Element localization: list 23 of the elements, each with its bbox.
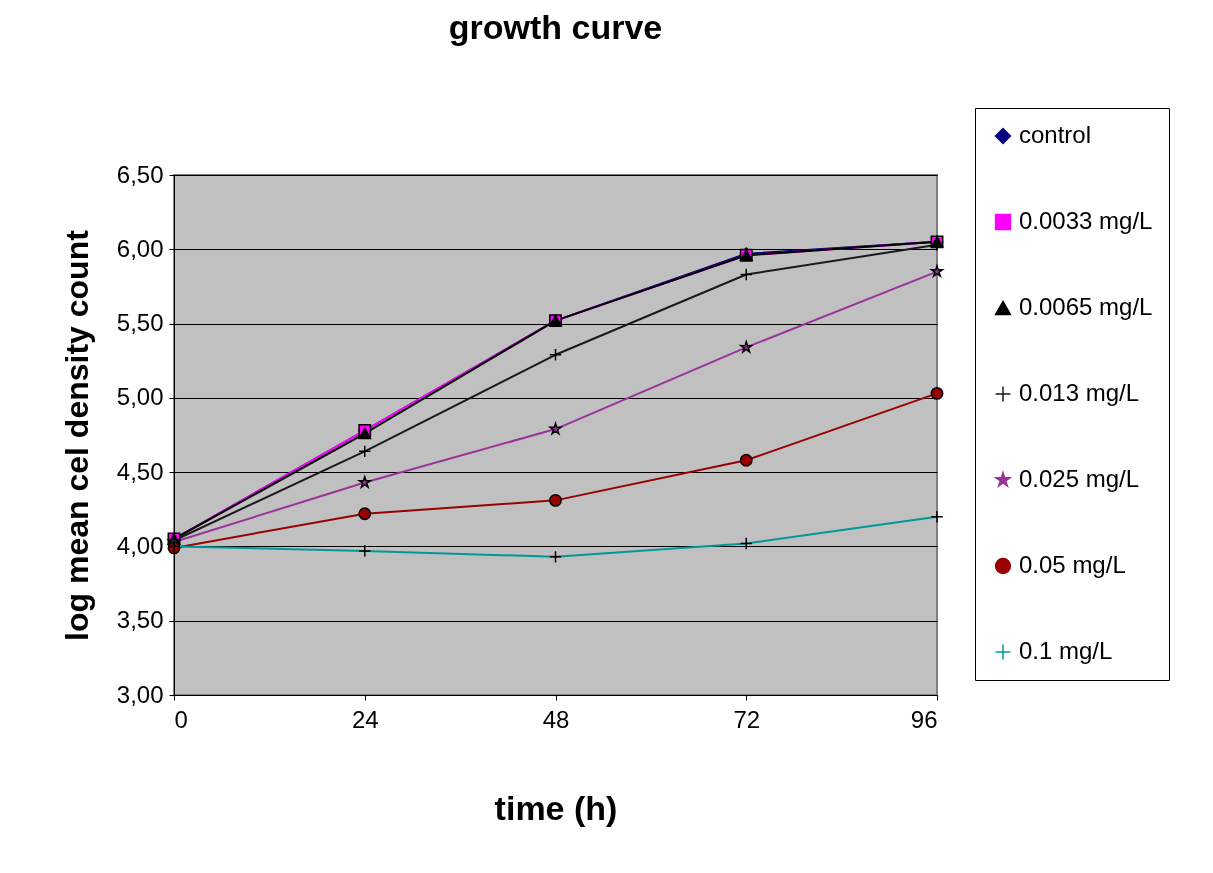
- legend-label: 0.013 mg/L: [1019, 379, 1140, 406]
- y-tick-label: 4,50: [116, 457, 164, 485]
- legend-label: 0.1 mg/L: [1019, 637, 1113, 664]
- y-tick-label: 6,50: [116, 160, 164, 188]
- x-tick-label: 48: [542, 705, 570, 733]
- x-tick-label: 24: [351, 705, 379, 733]
- legend-label: 0.0065 mg/L: [1019, 293, 1153, 320]
- x-tick-label: 96: [910, 705, 938, 733]
- y-axis-title: log mean cel density count: [58, 229, 95, 641]
- y-tick-label: 4,00: [116, 531, 164, 559]
- legend-label: 0.05 mg/L: [1019, 551, 1126, 578]
- legend-label: 0.0033 mg/L: [1019, 207, 1153, 234]
- x-axis-title: time (h): [494, 788, 618, 827]
- y-tick-label: 5,50: [116, 309, 164, 337]
- chart-title: growth curve: [448, 7, 663, 46]
- legend-label: 0.025 mg/L: [1019, 465, 1140, 492]
- y-tick-label: 3,00: [116, 680, 164, 708]
- x-tick-label: 0: [174, 705, 188, 733]
- x-tick-label: 72: [733, 705, 761, 733]
- y-tick-label: 3,50: [116, 606, 164, 634]
- y-tick-label: 5,00: [116, 383, 164, 411]
- y-tick-label: 6,00: [116, 234, 164, 262]
- legend-label: control: [1019, 121, 1092, 148]
